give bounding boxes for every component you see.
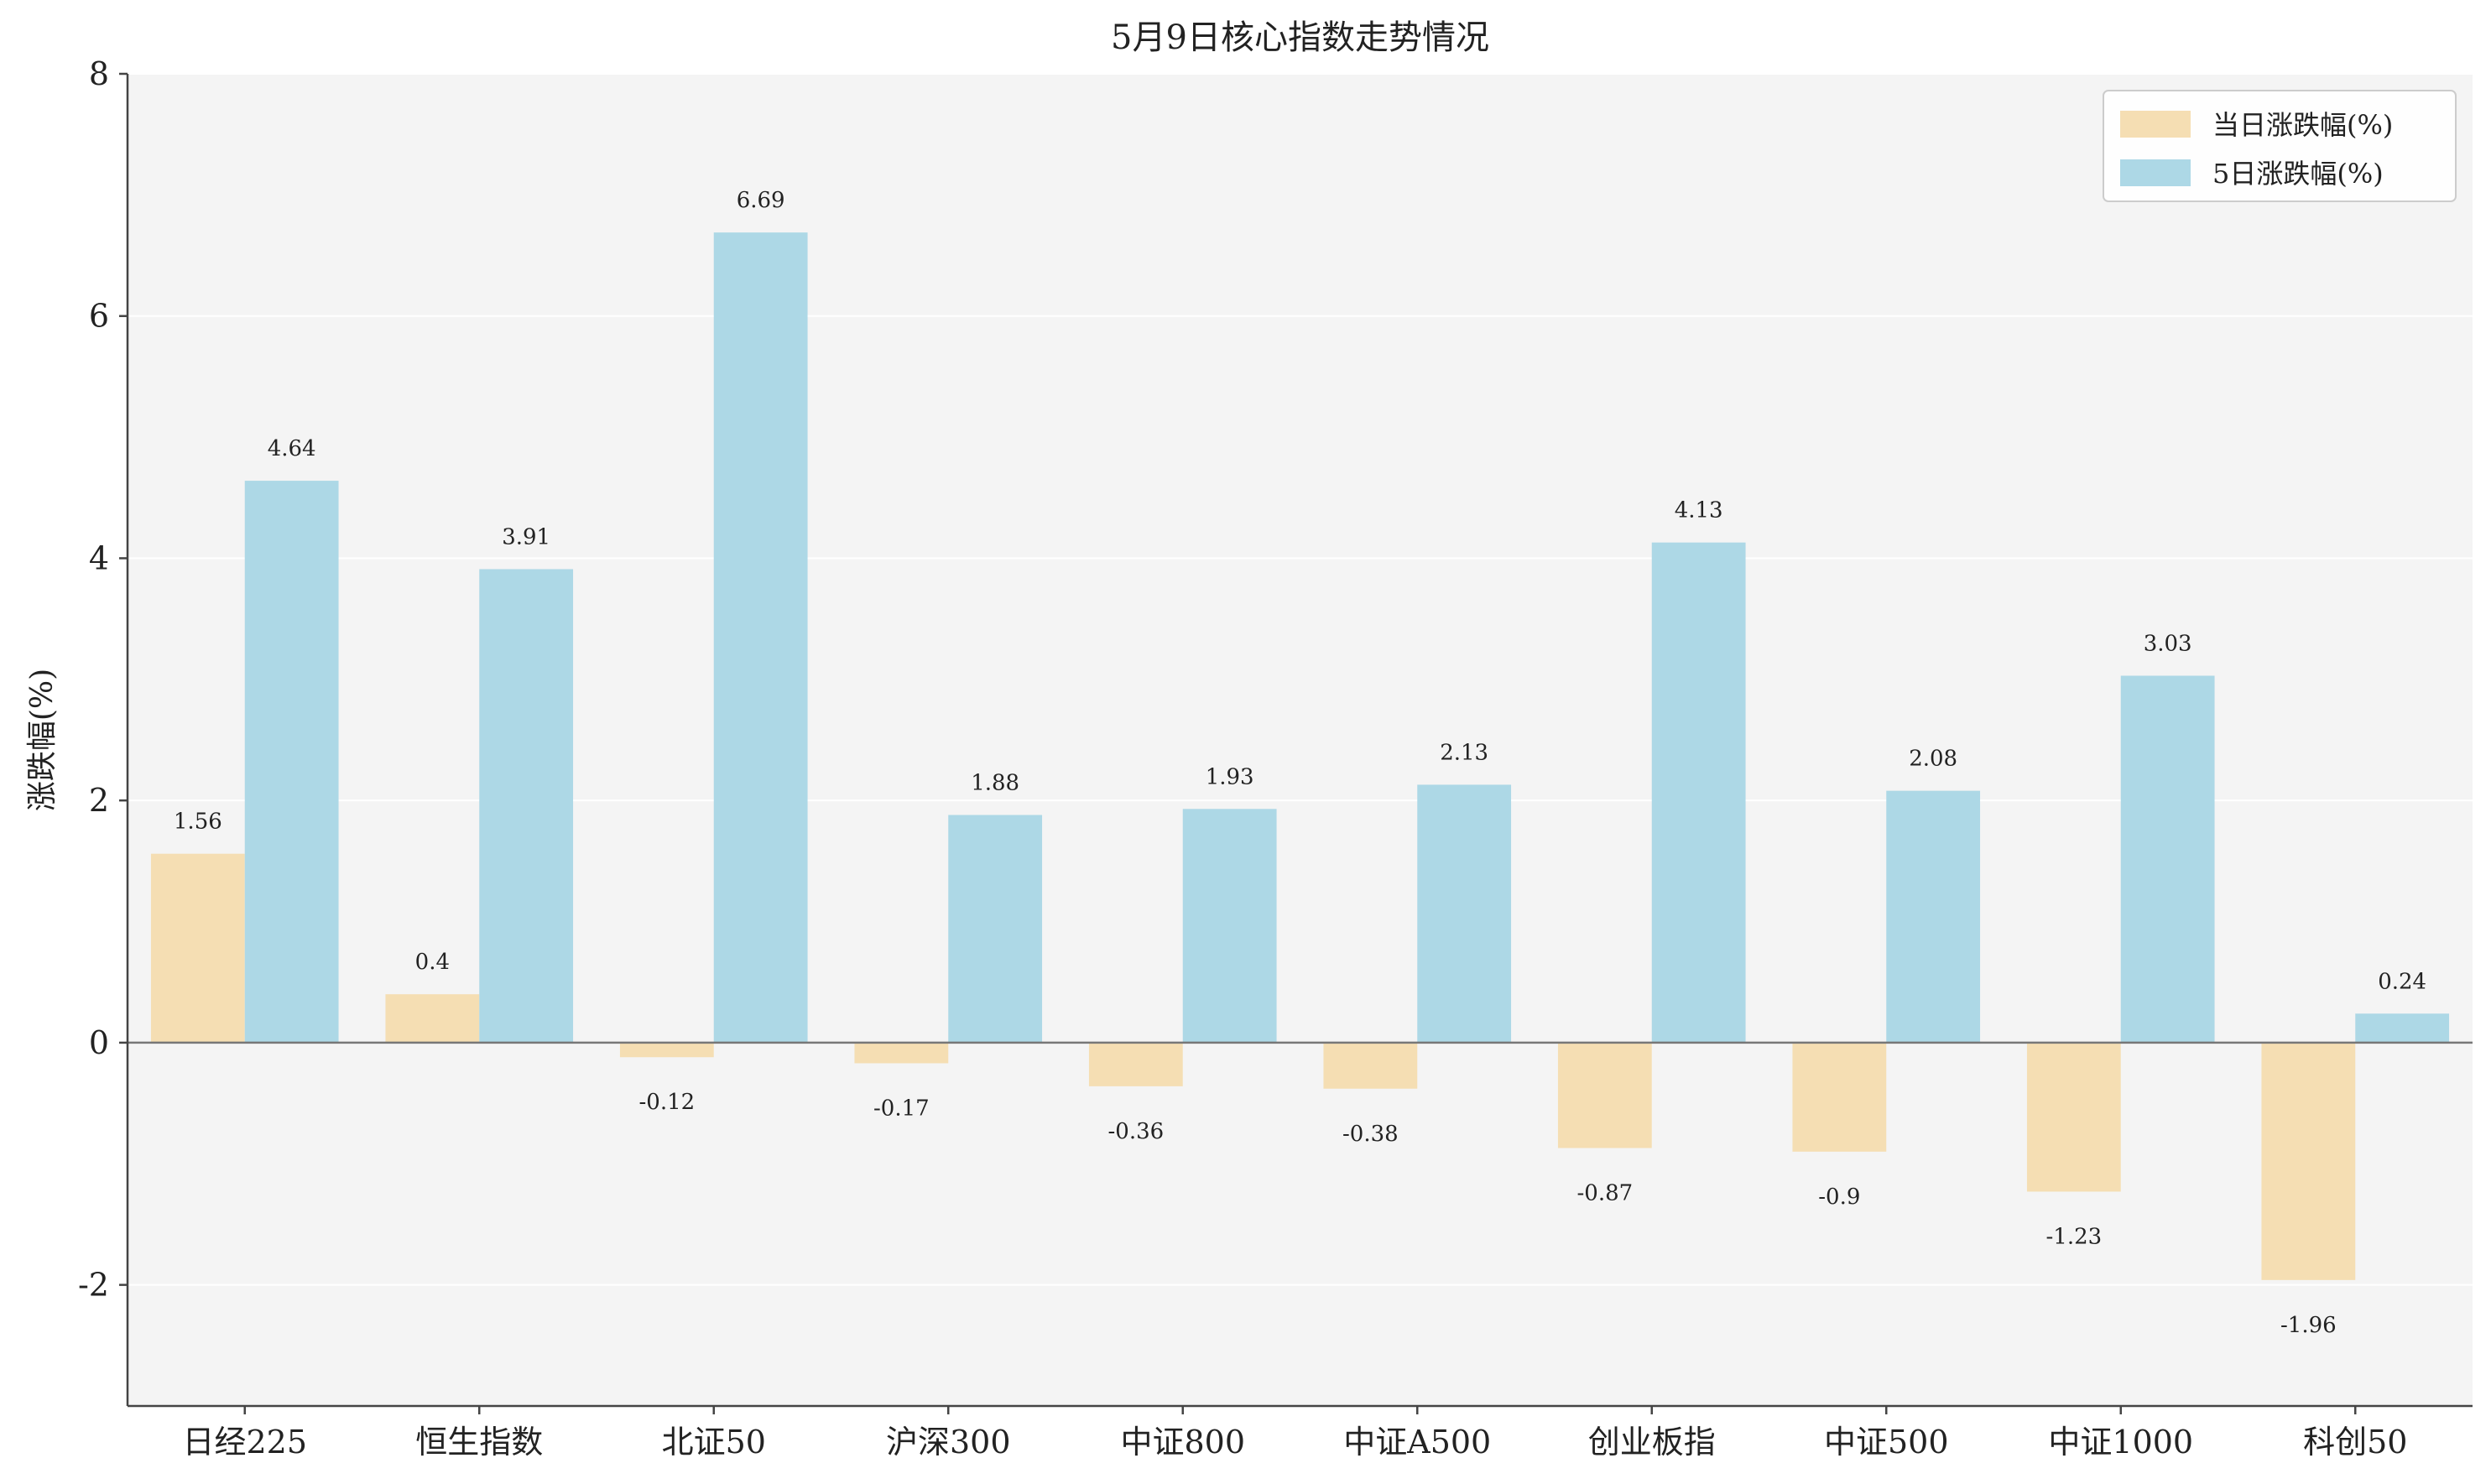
- data-label: -1.96: [2280, 1313, 2337, 1338]
- legend-label: 5日涨跌幅(%): [2212, 158, 2384, 190]
- data-label: -0.9: [1818, 1185, 1860, 1210]
- x-tick-label: 中证A500: [1343, 1424, 1491, 1461]
- bar-daily-8: [2026, 1042, 2121, 1192]
- data-label: 2.08: [1909, 747, 1957, 772]
- x-tick-label: 科创50: [2303, 1424, 2407, 1461]
- bar-five-day-5: [1417, 784, 1512, 1043]
- y-tick-label: 2: [89, 782, 109, 819]
- x-tick-label: 中证1000: [2048, 1424, 2193, 1461]
- bar-five-day-8: [2120, 675, 2215, 1043]
- bar-daily-1: [385, 994, 480, 1043]
- bar-five-day-2: [713, 232, 808, 1043]
- y-tick-label: 4: [89, 539, 109, 576]
- data-label: -1.23: [2046, 1224, 2103, 1249]
- bar-five-day-0: [244, 481, 339, 1043]
- x-tick-label: 日经225: [182, 1424, 307, 1461]
- bar-daily-5: [1323, 1042, 1418, 1089]
- legend: 当日涨跌幅(%) 5日涨跌幅(%): [2103, 90, 2457, 202]
- bar-five-day-6: [1651, 542, 1746, 1043]
- plot-area: 1.56 0.4 -0.12 -0.17 -0.36 -0.38 -0.87 -0.9 -1.2…: [78, 55, 2473, 1461]
- legend-swatch: [2120, 111, 2191, 138]
- data-label: 1.88: [971, 771, 1019, 796]
- data-label: 0.24: [2378, 969, 2426, 994]
- bar-five-day-4: [1182, 809, 1277, 1043]
- x-tick-label: 沪深300: [886, 1424, 1011, 1461]
- bar-five-day-3: [948, 815, 1043, 1043]
- bar-daily-6: [1557, 1042, 1652, 1148]
- data-label: -0.12: [639, 1090, 696, 1115]
- y-tick-label: 6: [89, 298, 109, 335]
- bar-five-day-1: [479, 569, 574, 1043]
- data-label: 4.13: [1675, 498, 1723, 523]
- bar-five-day-7: [1886, 790, 1981, 1043]
- bar-daily-0: [150, 853, 245, 1043]
- bar-daily-9: [2261, 1042, 2356, 1280]
- data-label: -0.17: [873, 1096, 930, 1121]
- y-tick-label: 0: [89, 1024, 109, 1061]
- x-tick-label: 中证800: [1120, 1424, 1245, 1461]
- data-label: 0.4: [415, 950, 450, 975]
- bar-five-day-9: [2355, 1013, 2450, 1043]
- data-label: -0.87: [1577, 1181, 1634, 1206]
- bar-daily-2: [619, 1042, 714, 1058]
- data-label: -0.36: [1108, 1119, 1165, 1144]
- x-tick-label: 创业板指: [1588, 1424, 1716, 1461]
- bar-daily-4: [1088, 1042, 1183, 1086]
- bar-daily-7: [1792, 1042, 1887, 1152]
- legend-box: [2103, 90, 2457, 202]
- data-label: 1.56: [174, 810, 222, 835]
- data-label: -0.38: [1342, 1122, 1399, 1147]
- data-label: 1.93: [1206, 764, 1254, 789]
- x-tick-label: 北证50: [662, 1424, 766, 1461]
- bar-daily-3: [854, 1042, 949, 1064]
- data-label: 3.03: [2144, 631, 2192, 656]
- legend-label: 当日涨跌幅(%): [2212, 109, 2393, 141]
- x-tick-label: 恒生指数: [415, 1424, 543, 1461]
- x-tick-label: 中证500: [1824, 1424, 1949, 1461]
- legend-swatch: [2120, 159, 2191, 186]
- data-label: 2.13: [1440, 740, 1488, 765]
- y-tick-label: -2: [78, 1267, 109, 1304]
- data-label: 6.69: [737, 188, 785, 213]
- y-axis-label: 涨跌幅(%): [25, 669, 60, 811]
- y-tick-label: 8: [89, 55, 109, 92]
- data-label: 3.91: [502, 524, 550, 549]
- data-label: 4.64: [268, 436, 316, 461]
- chart-title: 5月9日核心指数走势情况: [1111, 18, 1489, 57]
